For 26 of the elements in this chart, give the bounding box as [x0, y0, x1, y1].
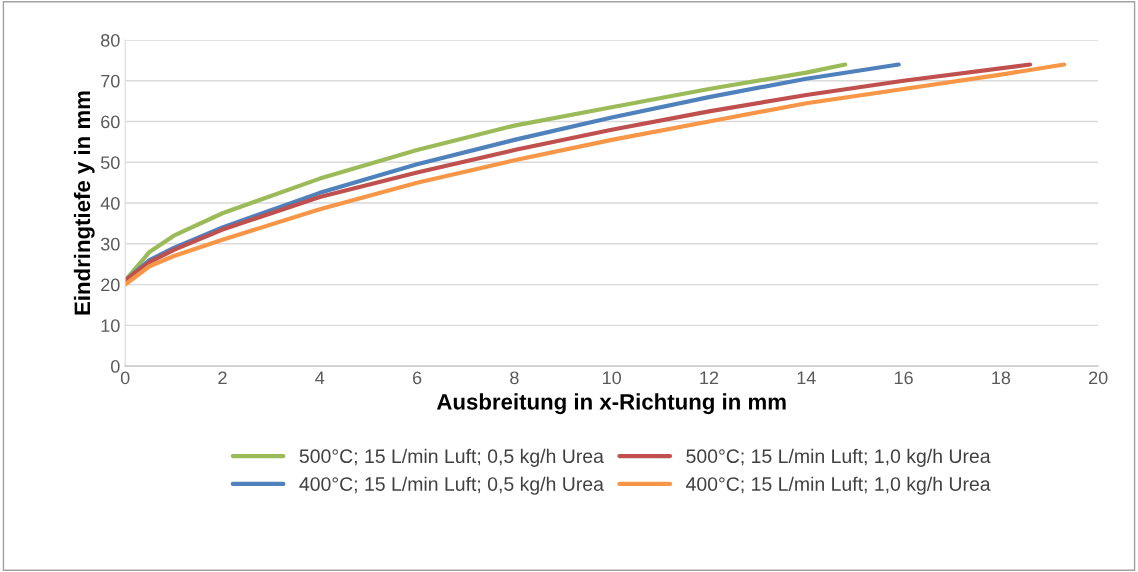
y-tick-label: 80 [101, 33, 120, 47]
x-axis-title: Ausbreitung in x-Richtung in mm [436, 393, 786, 415]
legend-label: 500°C; 15 L/min Luft; 1,0 kg/h Urea [686, 448, 991, 467]
legend-label: 400°C; 15 L/min Luft; 1,0 kg/h Urea [686, 476, 991, 495]
x-tick-label: 6 [412, 371, 422, 385]
x-tick-label: 12 [700, 371, 719, 385]
y-tick-label: 0 [110, 360, 120, 373]
x-tick-label: 20 [1089, 371, 1108, 385]
legend-label: 400°C; 15 L/min Luft; 0,5 kg/h Urea [299, 476, 604, 495]
y-tick-label: 50 [100, 156, 120, 170]
y-tick-label: 60 [101, 115, 120, 129]
x-tick-label: 4 [315, 371, 325, 385]
x-tick-label: 0 [120, 371, 130, 385]
x-tick-label: 18 [992, 371, 1011, 385]
legend-label: 500°C; 15 L/min Luft; 0,5 kg/h Urea [299, 448, 604, 467]
x-tick-label: 10 [603, 371, 622, 385]
y-tick-label: 70 [101, 74, 120, 88]
y-tick-label: 10 [101, 319, 120, 333]
x-tick-label: 16 [894, 371, 913, 385]
y-tick-label: 20 [101, 278, 120, 292]
y-tick-label: 30 [100, 237, 120, 251]
y-tick-label: 40 [100, 196, 120, 210]
x-tick-label: 8 [510, 371, 519, 385]
y-axis-title: Eindringtiefe y in mm [73, 91, 95, 315]
x-tick-label: 2 [218, 371, 227, 385]
x-tick-label: 14 [797, 371, 816, 385]
